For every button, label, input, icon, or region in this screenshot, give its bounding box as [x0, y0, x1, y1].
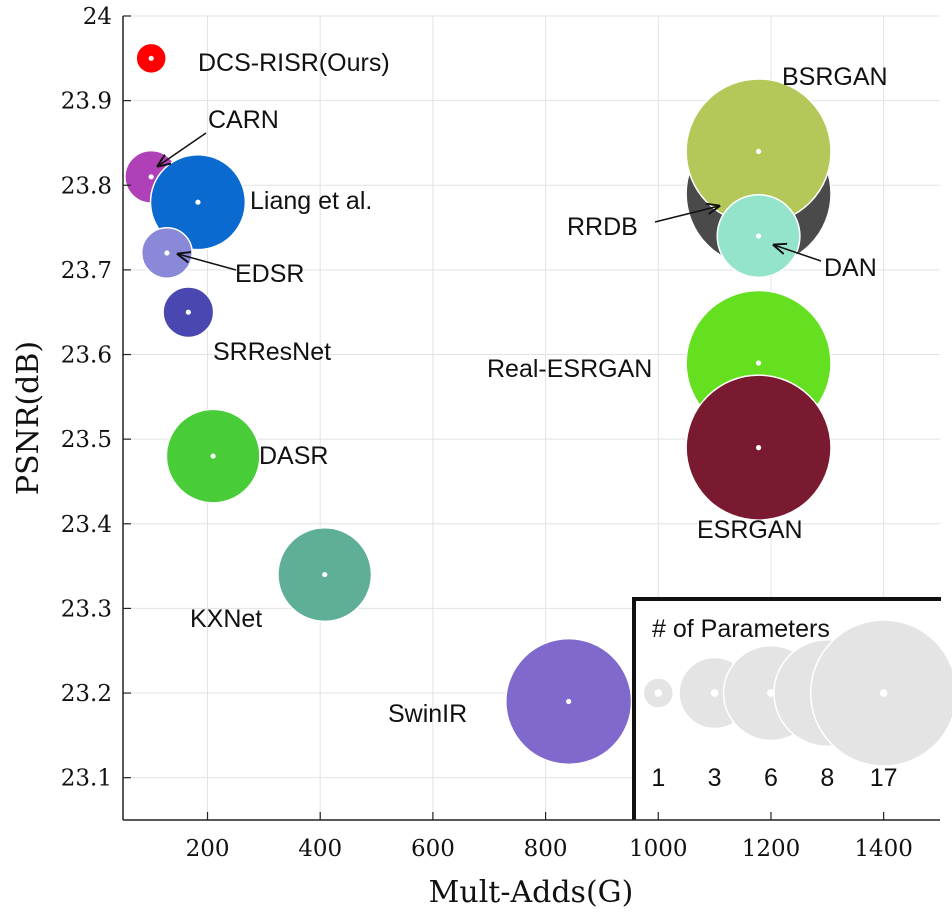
label-dasr: DASR	[259, 442, 328, 470]
y-tick-label: 23.7	[61, 258, 112, 284]
label-carn: CARN	[208, 106, 279, 134]
legend-label-1: 1	[651, 764, 665, 792]
edsr-arrow	[178, 254, 237, 271]
legend-label-3: 3	[708, 764, 722, 792]
bubble-center-dot	[755, 233, 762, 239]
x-tick-label: 200	[186, 836, 230, 862]
y-tick-label: 23.1	[61, 766, 112, 792]
bubble-center-dot	[185, 309, 191, 315]
bubble-center-dot	[755, 148, 762, 155]
legend-bubble-center-dot	[710, 689, 719, 697]
x-tick-label: 600	[411, 836, 455, 862]
axes: 200 400 600 800 1000 1200 1400 23.1 23.2 23.3 23.4…	[61, 4, 940, 862]
label-dan: DAN	[824, 254, 877, 282]
bubble-center-dot	[210, 453, 216, 459]
legend-title: # of Parameters	[652, 615, 830, 643]
legend-border	[632, 597, 941, 820]
model-labels: DCS-RISR(Ours) CARN Liang et al. EDSR SRResN…	[158, 49, 888, 728]
carn-arrow	[158, 132, 207, 166]
y-tick-label: 24	[83, 4, 112, 30]
legend-label-8: 8	[820, 764, 834, 792]
legend-label-6: 6	[764, 764, 778, 792]
x-tick-label: 800	[524, 836, 568, 862]
label-liang-et-al-: Liang et al.	[250, 187, 372, 215]
label-srresnet: SRResNet	[213, 338, 331, 366]
y-tick-label: 23.4	[61, 512, 112, 538]
legend-bubble-center-dot	[654, 689, 663, 697]
x-tick-label: 1400	[854, 836, 913, 862]
x-axis-title: Mult-Adds(G)	[429, 875, 634, 910]
y-tick-label: 23.8	[61, 173, 112, 199]
x-tick-label: 1000	[629, 836, 688, 862]
label-kxnet: KXNet	[190, 605, 262, 633]
x-tick-label: 400	[298, 836, 342, 862]
y-axis-title: PSNR(dB)	[11, 341, 46, 495]
parameters-legend: # of Parameters 1 3 6 8 17	[632, 597, 952, 839]
y-tick-label: 23.6	[61, 343, 112, 369]
bubble-center-dot	[148, 174, 154, 180]
label-esrgan: ESRGAN	[697, 516, 803, 544]
bubble-center-dot	[148, 55, 154, 61]
label-swinir: SwinIR	[388, 700, 467, 728]
dan-arrow	[774, 245, 822, 262]
bubble-center-dot	[195, 199, 201, 205]
label-rrdb: RRDB	[567, 213, 638, 241]
bubble-layer	[124, 42, 832, 766]
bubble-center-dot	[322, 571, 328, 578]
bubble-center-dot	[755, 360, 762, 366]
bubble-center-dot	[164, 250, 170, 256]
bubble-center-dot	[755, 445, 762, 451]
y-tick-label: 23.9	[61, 89, 112, 115]
legend-bubble-center-dot	[879, 689, 888, 697]
x-tick-label: 1200	[742, 836, 801, 862]
rrdb-arrow	[654, 206, 719, 223]
legend-label-17: 17	[870, 764, 898, 792]
bubble-center-dot	[566, 698, 572, 705]
label-bsrgan: BSRGAN	[782, 63, 888, 91]
label-real-esrgan: Real-ESRGAN	[487, 355, 652, 383]
y-tick-label: 23.3	[61, 596, 112, 622]
y-tick-label: 23.2	[61, 681, 112, 707]
label-edsr: EDSR	[235, 260, 304, 288]
legend-bubble-center-dot	[767, 689, 775, 697]
y-tick-label: 23.5	[61, 427, 112, 453]
label-dcs-risr-ours-: DCS-RISR(Ours)	[198, 49, 390, 77]
